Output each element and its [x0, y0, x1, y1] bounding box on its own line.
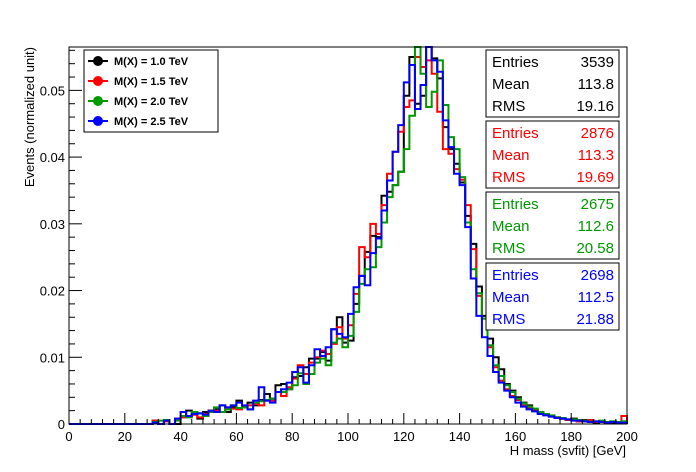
- stats-mean-value: 112.6: [578, 218, 614, 235]
- stats-rms-value: 19.16: [576, 98, 614, 115]
- histogram-layer: [69, 46, 628, 425]
- legend-label: M(X) = 2.0 TeV: [114, 96, 189, 108]
- y-tick-label: 0.05: [40, 83, 65, 98]
- stats-entries-value: 2876: [581, 125, 614, 142]
- stats-box: [485, 191, 620, 260]
- stats-mean-value: 112.5: [578, 289, 614, 306]
- stats-entries-label: Entries: [492, 125, 539, 142]
- stats-box: [485, 49, 620, 118]
- x-axis-title: H mass (svfit) [GeV]: [510, 443, 626, 458]
- stats-entries-label: Entries: [492, 267, 539, 284]
- stats-entries-value: 3539: [581, 54, 614, 71]
- y-tick-label: 0.01: [40, 350, 65, 365]
- stats-mean-label: Mean: [492, 289, 530, 306]
- y-tick-label: 0.02: [40, 284, 65, 299]
- stats-mean-label: Mean: [492, 76, 530, 93]
- x-tick-label: 140: [449, 429, 471, 444]
- x-tick-label: 200: [616, 429, 638, 444]
- stats-box: [485, 120, 620, 189]
- stats-mean-label: Mean: [492, 218, 530, 235]
- x-tick-label: 0: [65, 429, 72, 444]
- stats-rms-label: RMS: [492, 311, 525, 328]
- x-tick-label: 160: [505, 429, 527, 444]
- x-tick-label: 60: [229, 429, 243, 444]
- y-tick-label: 0.03: [40, 217, 65, 232]
- stats-box: [485, 262, 620, 331]
- legend-label: M(X) = 1.0 TeV: [114, 56, 189, 68]
- legend: M(X) = 1.0 TeV M(X) = 1.5 TeV M(X) = 2.0 T…: [83, 49, 219, 133]
- x-tick-label: 100: [337, 429, 359, 444]
- stats-boxes: Entries 3539 Mean 113.8 RMS 19.16 Entries 2876 M…: [485, 49, 620, 331]
- stats-rms-value: 21.88: [576, 311, 614, 328]
- legend-label: M(X) = 1.5 TeV: [114, 76, 189, 88]
- legend-marker: [93, 96, 103, 106]
- legend-marker: [93, 56, 103, 66]
- y-tick-label: 0: [58, 417, 65, 432]
- stats-entries-value: 2675: [581, 196, 614, 213]
- x-tick-label: 180: [560, 429, 582, 444]
- x-tick-label: 20: [118, 429, 132, 444]
- y-axis-title: Events (normalized unit): [22, 47, 37, 187]
- legend-marker: [93, 76, 103, 86]
- stats-rms-value: 20.58: [576, 240, 614, 257]
- x-tick-label: 80: [285, 429, 299, 444]
- histogram-series-4: [69, 46, 628, 425]
- stats-mean-label: Mean: [492, 147, 530, 164]
- x-axis: 0 20 40 60 80 100 120 140 160 180 200: [65, 413, 638, 444]
- y-tick-label: 0.04: [40, 150, 65, 165]
- stats-rms-label: RMS: [492, 240, 525, 257]
- stats-entries-value: 2698: [581, 267, 614, 284]
- x-tick-label: 40: [173, 429, 187, 444]
- legend-marker: [93, 116, 103, 126]
- stats-mean-value: 113.8: [578, 76, 614, 93]
- y-axis: 0 0.01 0.02 0.03 0.04 0.05: [40, 49, 82, 432]
- legend-label: M(X) = 2.5 TeV: [114, 116, 189, 128]
- stats-rms-label: RMS: [492, 169, 525, 186]
- stats-entries-label: Entries: [492, 54, 539, 71]
- stats-rms-value: 19.69: [576, 169, 614, 186]
- legend-box: [83, 49, 219, 133]
- stats-rms-label: RMS: [492, 98, 525, 115]
- stats-entries-label: Entries: [492, 196, 539, 213]
- stats-mean-value: 113.3: [578, 147, 614, 164]
- x-tick-label: 120: [393, 429, 415, 444]
